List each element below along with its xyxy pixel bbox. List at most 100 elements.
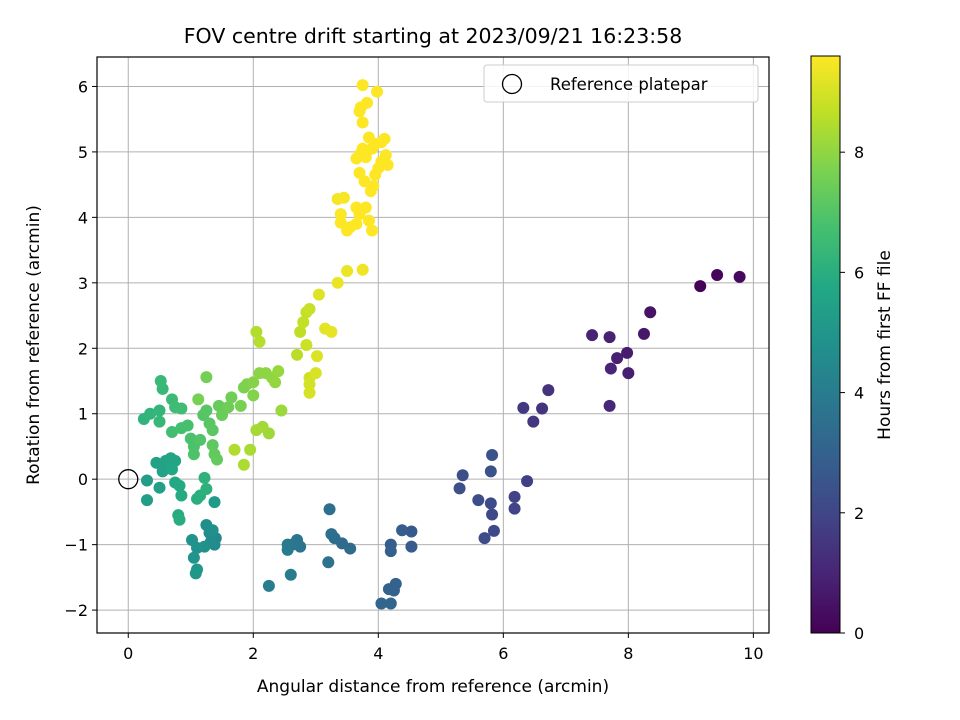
data-point xyxy=(294,325,307,338)
data-point xyxy=(175,489,188,502)
y-tick-label: 4 xyxy=(78,208,88,227)
data-point xyxy=(150,456,163,469)
data-point xyxy=(453,482,466,495)
data-point xyxy=(375,597,388,610)
y-axis-ticks: −2 −1 0 1 2 3 4 5 6 xyxy=(64,77,97,620)
data-point xyxy=(166,426,179,439)
data-point xyxy=(154,375,167,387)
data-point xyxy=(334,208,347,221)
data-point xyxy=(262,579,275,592)
x-tick-label: 0 xyxy=(123,644,133,663)
colorbar-tick-label: 2 xyxy=(854,504,864,523)
data-point xyxy=(356,79,369,92)
data-point xyxy=(325,325,338,338)
data-point xyxy=(181,419,194,432)
data-point xyxy=(644,306,657,319)
data-point xyxy=(604,362,617,375)
colorbar-gradient xyxy=(810,55,841,634)
legend-marker-reference xyxy=(501,73,523,95)
data-point xyxy=(225,391,238,404)
data-point xyxy=(234,399,247,412)
data-point xyxy=(350,217,363,230)
data-point xyxy=(341,265,354,278)
data-point xyxy=(222,401,235,414)
data-point xyxy=(250,325,263,338)
data-point xyxy=(331,276,344,289)
data-point xyxy=(366,224,379,237)
x-tick-label: 6 xyxy=(498,644,508,663)
data-point xyxy=(486,508,499,521)
data-point xyxy=(312,288,325,301)
data-point xyxy=(303,303,316,315)
data-point xyxy=(272,365,285,378)
data-point xyxy=(379,149,392,162)
data-point xyxy=(405,525,418,538)
data-point xyxy=(603,331,616,344)
data-point xyxy=(711,268,724,281)
data-point xyxy=(733,270,746,283)
data-point xyxy=(517,401,530,414)
data-point xyxy=(367,179,380,192)
colorbar-label: Hours from first FF file xyxy=(875,250,895,440)
y-tick-label: −2 xyxy=(64,601,88,620)
data-point xyxy=(212,399,225,412)
data-point xyxy=(603,399,616,412)
data-point xyxy=(611,352,624,365)
data-point xyxy=(156,465,169,478)
data-point xyxy=(303,378,316,391)
data-point xyxy=(211,453,224,466)
data-point xyxy=(637,327,650,340)
data-point xyxy=(189,567,202,580)
data-point xyxy=(378,132,391,145)
data-point xyxy=(269,376,282,389)
data-point xyxy=(166,463,179,476)
reference-platepar-marker xyxy=(118,469,139,490)
data-point xyxy=(371,85,384,98)
data-point xyxy=(356,116,369,129)
data-point xyxy=(173,513,186,526)
data-point xyxy=(478,532,491,545)
data-point xyxy=(144,407,157,420)
data-point xyxy=(484,497,497,510)
y-tick-label: 2 xyxy=(78,339,88,358)
data-point xyxy=(322,556,335,569)
x-tick-label: 4 xyxy=(373,644,383,663)
x-tick-label: 8 xyxy=(623,644,633,663)
data-point xyxy=(247,376,260,389)
data-point xyxy=(586,329,599,342)
data-point xyxy=(527,415,540,428)
colorbar: 0 2 4 6 8 Hours from first FF file xyxy=(810,55,895,643)
colorbar-tick-label: 0 xyxy=(854,624,864,643)
data-point xyxy=(200,371,213,384)
y-tick-label: 5 xyxy=(78,143,88,162)
data-point xyxy=(486,448,499,461)
plot-area-frame xyxy=(96,56,770,634)
y-tick-label: 1 xyxy=(78,405,88,424)
colorbar-ticks: 0 2 4 6 8 xyxy=(840,143,864,643)
data-point xyxy=(208,496,221,509)
y-tick-label: 6 xyxy=(78,77,88,96)
data-point xyxy=(323,503,336,516)
data-point xyxy=(297,316,310,329)
data-point xyxy=(200,483,213,495)
x-tick-label: 2 xyxy=(248,644,258,663)
data-point xyxy=(206,424,219,437)
y-tick-label: 0 xyxy=(78,470,88,489)
data-point xyxy=(192,393,205,406)
x-axis-label: Angular distance from reference (arcmin) xyxy=(257,677,609,697)
data-point xyxy=(396,524,409,537)
data-point xyxy=(284,568,297,581)
data-point xyxy=(359,201,372,214)
data-point xyxy=(384,545,397,558)
x-axis-ticks: 0 2 4 6 8 10 xyxy=(123,633,764,663)
data-point xyxy=(247,389,260,402)
data-point xyxy=(456,469,469,482)
data-point xyxy=(521,475,534,488)
data-point xyxy=(356,263,369,276)
y-tick-label: −1 xyxy=(64,536,88,555)
data-point xyxy=(141,474,154,487)
data-point xyxy=(173,479,186,492)
data-point xyxy=(381,159,394,171)
y-tick-label: 3 xyxy=(78,274,88,293)
